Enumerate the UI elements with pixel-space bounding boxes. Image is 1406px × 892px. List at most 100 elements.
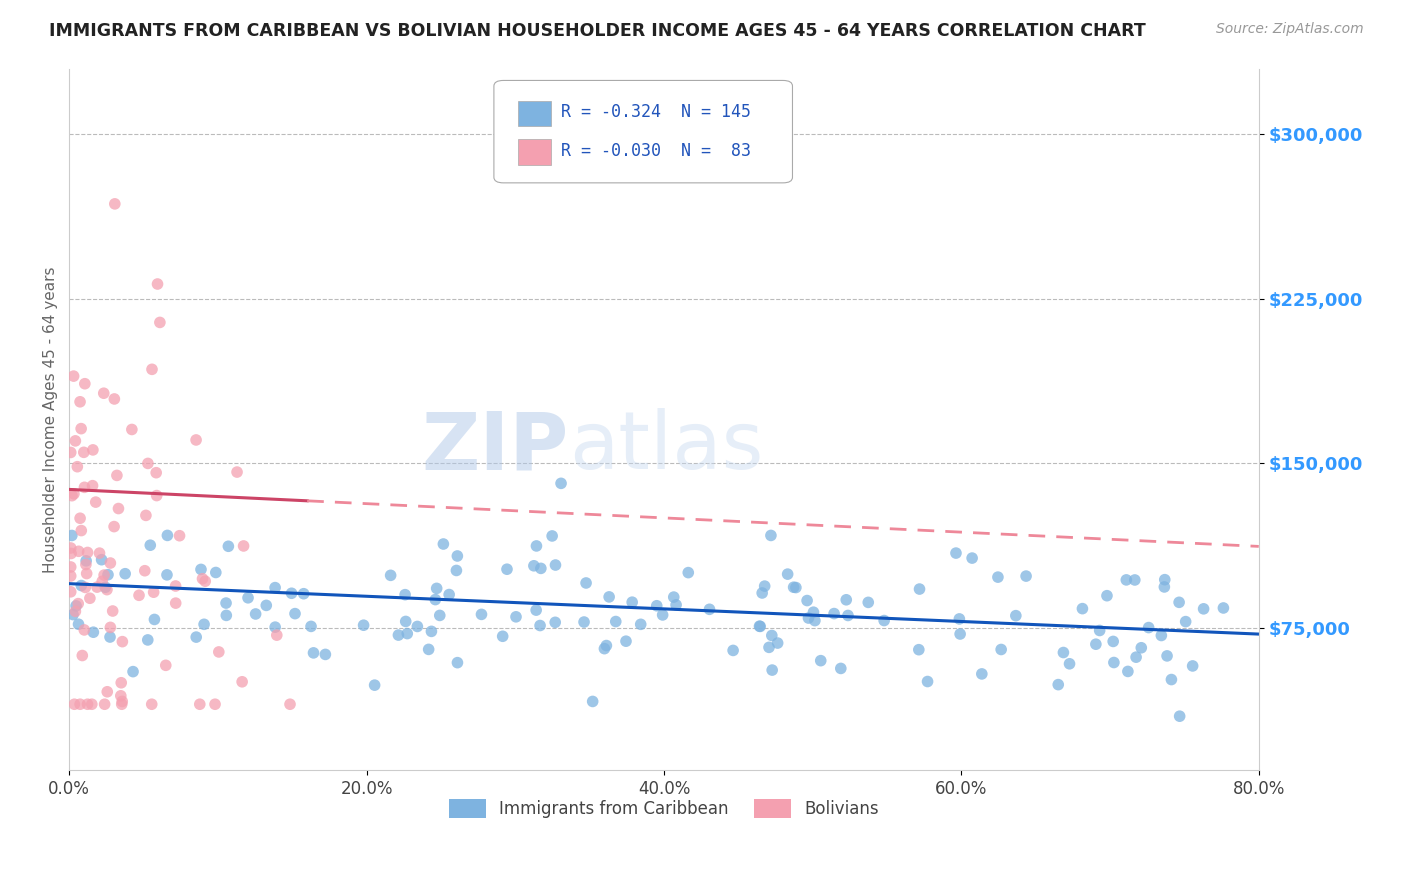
Point: [987, 570, 1010, 584]
Point: [75, 554, 97, 568]
Point: [1123, 573, 1146, 587]
Point: [75, 558, 97, 572]
Point: [98, 556, 121, 570]
Point: [949, 627, 972, 641]
Point: [496, 562, 519, 576]
Point: [1115, 573, 1137, 587]
Point: [156, 567, 179, 582]
Point: [1168, 595, 1191, 609]
Point: [62, 607, 84, 622]
Point: [60, 528, 83, 542]
Point: [830, 661, 852, 675]
Point: [59, 445, 82, 459]
Point: [1084, 637, 1107, 651]
Point: [184, 433, 207, 447]
Point: [420, 624, 443, 639]
Point: [1160, 673, 1182, 687]
Point: [193, 617, 215, 632]
Point: [165, 579, 187, 593]
Point: [69, 511, 91, 525]
Point: [396, 626, 419, 640]
Point: [990, 642, 1012, 657]
Point: [70, 578, 93, 592]
Point: [103, 392, 125, 406]
Point: [470, 607, 492, 622]
Point: [63, 698, 86, 712]
Point: [523, 558, 546, 573]
Point: [89, 546, 111, 560]
Point: [446, 564, 468, 578]
Point: [797, 611, 820, 625]
Point: [67, 544, 90, 558]
Point: [69, 698, 91, 712]
Point: [1095, 589, 1118, 603]
Point: [394, 588, 416, 602]
Point: [62, 369, 84, 384]
Point: [278, 698, 301, 712]
Point: [73, 480, 96, 494]
Point: [59, 584, 82, 599]
Point: [1052, 646, 1074, 660]
Point: [142, 585, 165, 599]
Point: [645, 599, 668, 613]
Point: [72, 648, 94, 663]
Point: [107, 501, 129, 516]
Point: [63, 487, 86, 501]
Point: [65, 599, 87, 613]
Point: [82, 625, 104, 640]
Point: [426, 582, 449, 596]
Point: [264, 581, 287, 595]
Point: [134, 564, 156, 578]
Bar: [517, 139, 551, 165]
Point: [65, 434, 87, 448]
Point: [945, 546, 967, 560]
Point: [114, 566, 136, 581]
Point: [208, 645, 231, 659]
Point: [873, 614, 896, 628]
Point: [803, 605, 825, 619]
Point: [128, 588, 150, 602]
Point: [526, 539, 548, 553]
Point: [59, 541, 82, 555]
Point: [810, 654, 832, 668]
Point: [141, 698, 163, 712]
Point: [191, 572, 214, 586]
Point: [530, 561, 553, 575]
Point: [302, 646, 325, 660]
Point: [776, 567, 799, 582]
Point: [678, 566, 700, 580]
Point: [60, 489, 83, 503]
Point: [948, 612, 970, 626]
Point: [70, 524, 93, 538]
Point: [662, 590, 685, 604]
Point: [1192, 602, 1215, 616]
Point: [1137, 621, 1160, 635]
Point: [572, 615, 595, 629]
Point: [93, 386, 115, 401]
Point: [593, 641, 616, 656]
Point: [204, 698, 226, 712]
Point: [529, 618, 551, 632]
Point: [186, 630, 208, 644]
Point: [699, 602, 721, 616]
Point: [76, 545, 98, 559]
Point: [544, 558, 567, 572]
Point: [204, 566, 226, 580]
Point: [425, 592, 447, 607]
Point: [782, 580, 804, 594]
Point: [90, 552, 112, 566]
Point: [1047, 678, 1070, 692]
Point: [749, 619, 772, 633]
Point: [190, 562, 212, 576]
Point: [139, 538, 162, 552]
Point: [75, 581, 97, 595]
Point: [1156, 648, 1178, 663]
Text: R = -0.030  N =  83: R = -0.030 N = 83: [561, 142, 751, 160]
Point: [111, 634, 134, 648]
Point: [136, 457, 159, 471]
Point: [66, 459, 89, 474]
Point: [215, 608, 238, 623]
Point: [1130, 640, 1153, 655]
Point: [1004, 608, 1026, 623]
Point: [82, 478, 104, 492]
